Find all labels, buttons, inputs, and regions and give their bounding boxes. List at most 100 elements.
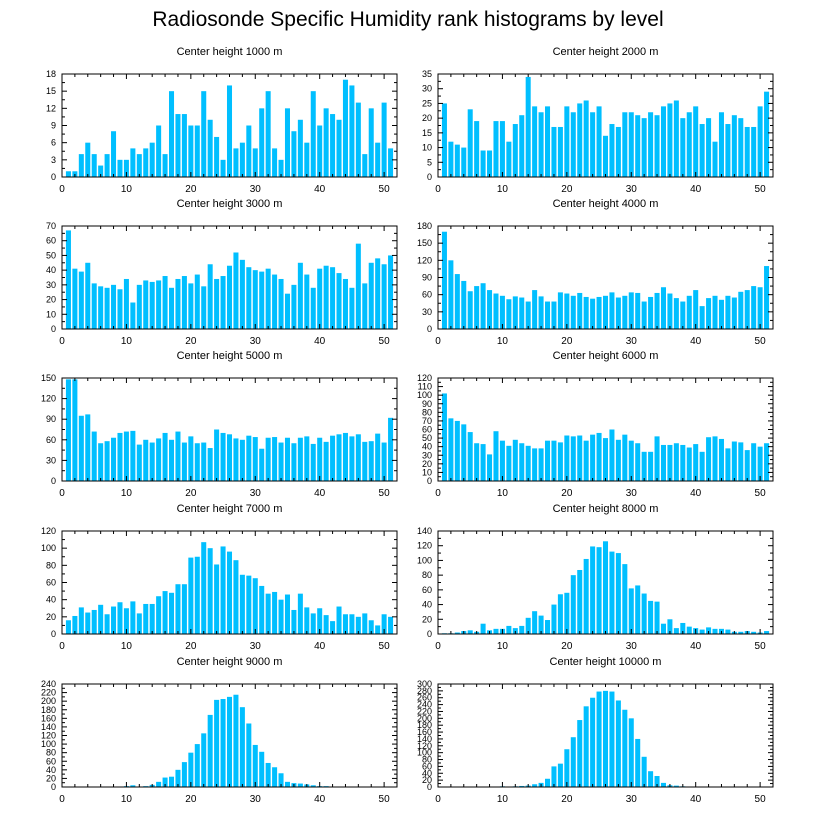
panel-1-title: Center height 1000 m bbox=[177, 46, 283, 58]
panel-8-y-tick-label: 40 bbox=[422, 600, 432, 610]
panel-5-bar bbox=[136, 444, 142, 481]
panel-6-bar bbox=[744, 450, 750, 481]
panel-5-bar bbox=[207, 448, 213, 481]
panel-5-bar bbox=[265, 437, 271, 481]
panel-7-bar bbox=[65, 620, 71, 634]
panel-10-y-tick-label: 40 bbox=[422, 768, 432, 778]
panel-10-y-tick-label: 60 bbox=[422, 761, 432, 771]
panel-5-bar bbox=[226, 434, 233, 481]
panel-1-x-tick-label: 10 bbox=[121, 184, 133, 195]
panel-10-x-tick-label: 50 bbox=[755, 794, 767, 805]
panel-1-bar bbox=[194, 125, 200, 177]
panel-2-y-tick-label: 0 bbox=[427, 172, 432, 182]
panel-2-bar bbox=[648, 112, 654, 177]
panel-1-bar bbox=[368, 108, 374, 177]
panel-5-x-tick-label: 30 bbox=[250, 488, 262, 499]
panel-4-bar bbox=[738, 291, 744, 329]
panel-7-title: Center height 7000 m bbox=[177, 503, 283, 515]
panel-10-y-tick-label: 120 bbox=[417, 741, 432, 751]
panel-5-bar bbox=[123, 431, 129, 481]
panel-3-y-tick-label: 70 bbox=[46, 221, 56, 231]
panel-9-bar bbox=[156, 781, 162, 787]
panel-8-y-tick-label: 100 bbox=[417, 555, 432, 565]
panel-7-bar bbox=[98, 604, 104, 634]
panel-7-bar bbox=[175, 584, 181, 634]
panel-10-y-tick-label: 100 bbox=[417, 748, 432, 758]
panel-8-bar bbox=[583, 558, 589, 634]
panel-7-bar bbox=[239, 574, 245, 634]
panel-7-bar bbox=[72, 615, 78, 634]
panel-2-bar bbox=[686, 112, 692, 177]
panel-9-y-tick-label: 240 bbox=[41, 679, 56, 689]
panel-8-bar bbox=[628, 588, 634, 634]
panel-1-bar bbox=[85, 142, 91, 177]
panel-1-bar bbox=[136, 154, 142, 177]
panel-2-bar bbox=[461, 147, 467, 177]
panel-6-bar bbox=[583, 440, 589, 481]
panel-7-bar bbox=[169, 592, 175, 634]
panel-6-bar bbox=[519, 443, 525, 481]
panel-8-bar bbox=[577, 569, 583, 634]
panel-6-bar bbox=[551, 440, 557, 481]
panel-3-bar bbox=[304, 274, 310, 329]
panel-9-x-tick-label: 20 bbox=[185, 794, 197, 805]
panel-2-bar bbox=[725, 124, 731, 177]
panel-10-x-tick-label: 20 bbox=[561, 794, 573, 805]
panel-3-bar bbox=[330, 267, 336, 329]
panel-2-bar bbox=[551, 126, 557, 177]
panel-8-bar bbox=[641, 593, 647, 634]
panel-9-y-tick-label: 20 bbox=[46, 773, 56, 783]
panel-2-bar bbox=[441, 103, 447, 177]
panel-2-bar bbox=[499, 121, 505, 177]
panel-2-bar bbox=[532, 106, 538, 177]
panel-7-bar bbox=[201, 542, 207, 634]
panel-9-bar bbox=[265, 762, 271, 787]
panel-4-bar bbox=[538, 296, 544, 329]
panel-3-y-tick-label: 30 bbox=[46, 280, 56, 290]
panel-3-bar bbox=[291, 284, 297, 329]
panel-8-x-tick-label: 40 bbox=[690, 641, 702, 652]
panel-4-bar bbox=[602, 295, 609, 329]
panel-4-bar bbox=[596, 296, 602, 329]
panel-2-bar bbox=[577, 103, 583, 177]
panel-1-bar bbox=[336, 119, 342, 177]
panel-10-y-tick-label: 20 bbox=[422, 775, 432, 785]
panel-7-bar bbox=[310, 613, 316, 634]
panel-10-y-tick-label: 300 bbox=[417, 679, 432, 689]
panel-4-bar bbox=[461, 280, 467, 329]
panel-7-bar bbox=[226, 551, 233, 634]
panel-1-bar bbox=[233, 148, 239, 177]
panel-9-y-tick-label: 100 bbox=[41, 739, 56, 749]
panel-1-bar bbox=[239, 142, 245, 177]
panel-8-bar bbox=[454, 632, 460, 634]
panel-3-bar bbox=[349, 287, 355, 329]
panel-8-bar bbox=[538, 615, 544, 634]
panel-9-y-tick-label: 140 bbox=[41, 722, 56, 732]
panel-7-bar bbox=[188, 557, 194, 634]
panel-9-bar bbox=[226, 696, 233, 787]
panel-2-y-tick-label: 30 bbox=[422, 84, 432, 94]
panel-3-x-tick-label: 10 bbox=[121, 336, 133, 347]
panel-6-bar bbox=[493, 431, 499, 481]
panel-3-bar bbox=[98, 286, 104, 329]
panel-6-y-tick-label: 60 bbox=[422, 425, 432, 435]
panel-7-bar bbox=[284, 594, 290, 634]
panel-4-bar bbox=[744, 290, 750, 329]
panel-5-bar bbox=[272, 437, 278, 481]
panel-6-bar bbox=[538, 448, 544, 481]
panel-3-bar bbox=[355, 243, 361, 329]
panel-8-x-tick-label: 10 bbox=[497, 641, 509, 652]
panel-5-bar bbox=[362, 441, 368, 481]
panel-1-bar bbox=[259, 108, 265, 177]
panel-3-bar bbox=[381, 264, 387, 329]
panel-8-bar bbox=[467, 630, 473, 634]
panel-4-bar bbox=[725, 295, 731, 329]
panel-8-bar bbox=[480, 623, 486, 634]
panel-7-y-tick-label: 120 bbox=[41, 526, 56, 536]
panel-4-bar bbox=[557, 292, 563, 329]
panel-7-bar bbox=[149, 603, 155, 634]
panel-5-bar bbox=[156, 438, 162, 481]
panel-5-bar bbox=[349, 436, 355, 481]
panel-3-bar bbox=[201, 286, 207, 329]
panel-3-bar bbox=[214, 278, 220, 329]
